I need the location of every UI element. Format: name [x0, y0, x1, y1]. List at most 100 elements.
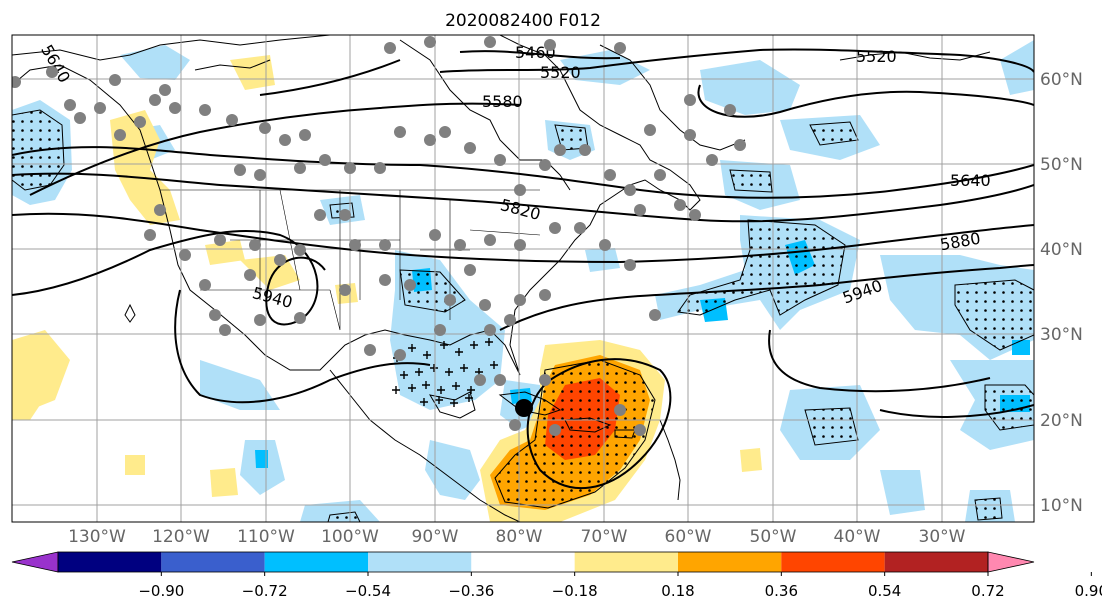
station-dot [484, 36, 496, 48]
colorbar-segment [161, 552, 265, 572]
station-dot [294, 244, 306, 256]
colorbar-segment [574, 552, 678, 572]
station-dot [74, 112, 86, 124]
station-dot [314, 209, 326, 221]
colorbar-segment [471, 552, 575, 572]
station-dot [384, 42, 396, 54]
station-dot [134, 116, 146, 128]
station-dot [64, 99, 76, 111]
height-contours [12, 48, 1034, 490]
station-dot [299, 129, 311, 141]
station-dot [464, 142, 476, 154]
lon-label: 40°W [834, 527, 881, 547]
station-dot [654, 169, 666, 181]
significance-stipple [12, 109, 1034, 522]
station-dot [684, 94, 696, 106]
colorbar-segment [884, 552, 988, 572]
station-dot [169, 102, 181, 114]
lon-label: 60°W [665, 527, 712, 547]
station-dot [244, 269, 256, 281]
station-dot [649, 309, 661, 321]
station-dot [624, 259, 636, 271]
lat-label: 20°N [1040, 411, 1083, 431]
colorbar: −0.90 −0.72 −0.54 −0.36 −0.18 0.18 0.36 0.54 0.7… [11, 551, 1102, 600]
station-dot [494, 374, 506, 386]
station-dot [599, 239, 611, 251]
station-dot [379, 274, 391, 286]
station-dot [539, 159, 551, 171]
station-dot [434, 324, 446, 336]
station-dot [294, 162, 306, 174]
contour-label: 5520 [856, 47, 897, 66]
station-dot [424, 36, 436, 48]
map-frame [11, 34, 1035, 523]
lat-label: 60°N [1040, 70, 1083, 90]
station-dot [234, 164, 246, 176]
station-dot [689, 209, 701, 221]
station-dot [344, 162, 356, 174]
station-dot [509, 419, 521, 431]
station-dot [484, 324, 496, 336]
station-dot [214, 234, 226, 246]
lon-label: 110°W [237, 527, 295, 547]
station-dot [684, 129, 696, 141]
station-dot [226, 114, 238, 126]
station-dot [149, 94, 161, 106]
station-dot [674, 199, 686, 211]
station-dot [249, 239, 261, 251]
station-dot [474, 374, 486, 386]
station-dot [574, 222, 586, 234]
lon-label: 130°W [68, 527, 126, 547]
lon-label: 90°W [412, 527, 459, 547]
storm-center-marker [515, 399, 533, 417]
station-dot [444, 294, 456, 306]
station-dot [319, 154, 331, 166]
station-dot [579, 144, 591, 156]
station-dot [394, 126, 406, 138]
station-dot [504, 314, 516, 326]
station-dot [209, 309, 221, 321]
station-dot [294, 312, 306, 324]
station-dot [379, 239, 391, 251]
station-dot [254, 314, 266, 326]
contour-label: 5520 [540, 63, 581, 82]
colorbar-segment [58, 552, 162, 572]
station-dot [554, 144, 566, 156]
station-dot [494, 154, 506, 166]
station-dot [339, 284, 351, 296]
station-dot [159, 84, 171, 96]
station-dot [549, 424, 561, 436]
lat-label: 50°N [1040, 155, 1083, 175]
colorbar-extend-high [987, 551, 1035, 573]
station-dot [12, 76, 21, 88]
station-dot [439, 126, 451, 138]
colorbar-tick-label: −0.54 [345, 582, 391, 600]
colorbar-tick-label: 0.36 [765, 582, 798, 600]
coastlines [12, 35, 991, 522]
station-dot [604, 169, 616, 181]
station-dot [644, 124, 656, 136]
lon-label: 100°W [321, 527, 379, 547]
colorbar-tick-label: −0.18 [552, 582, 598, 600]
colorbar-tick-label: −0.90 [138, 582, 184, 600]
longitude-axis: 130°W 120°W 110°W 100°W 90°W 80°W 70°W 6… [68, 527, 966, 547]
colorbar-tick-label: −0.72 [242, 582, 288, 600]
station-dot [254, 169, 266, 181]
station-dot [114, 129, 126, 141]
lat-label: 30°N [1040, 325, 1083, 345]
lat-label: 40°N [1040, 240, 1083, 260]
station-dot [454, 239, 466, 251]
colorbar-tick-label: 0.18 [661, 582, 694, 600]
station-dot [94, 102, 106, 114]
contour-label: 5580 [482, 92, 523, 111]
station-dot [144, 229, 156, 241]
station-dot [514, 184, 526, 196]
station-dot [539, 289, 551, 301]
colorbar-segment [264, 552, 368, 572]
lon-label: 50°W [750, 527, 797, 547]
colorbar-tick-label: 0.90 [1075, 582, 1102, 600]
station-dot [484, 234, 496, 246]
station-dot [464, 264, 476, 276]
lon-label: 120°W [152, 527, 210, 547]
colorbar-tick-label: 0.54 [868, 582, 901, 600]
